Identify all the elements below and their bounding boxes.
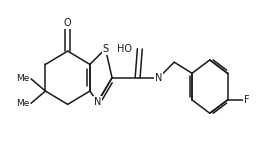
Text: F: F — [244, 95, 250, 105]
Text: Me: Me — [17, 99, 30, 108]
Text: N: N — [155, 73, 162, 83]
Text: O: O — [64, 18, 72, 28]
Text: S: S — [102, 44, 108, 54]
Text: N: N — [94, 97, 101, 107]
Text: HO: HO — [117, 44, 132, 54]
Text: Me: Me — [17, 74, 30, 83]
